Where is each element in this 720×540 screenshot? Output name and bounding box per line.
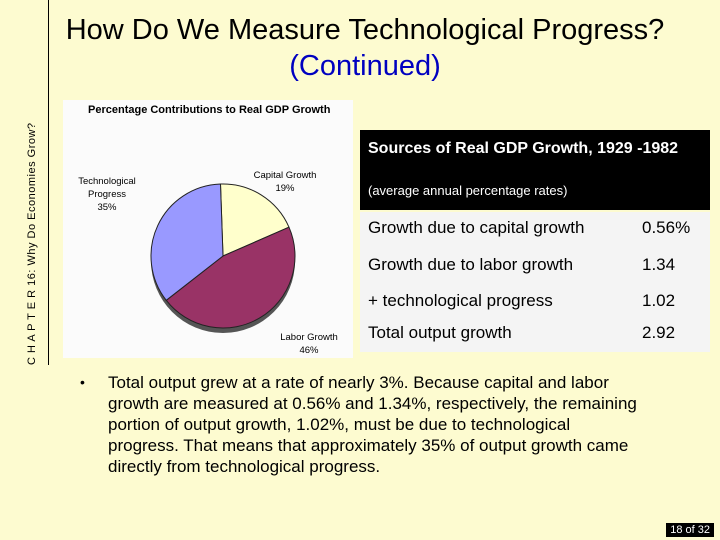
table-title: Sources of Real GDP Growth, 1929 -1982: [368, 140, 679, 157]
pie-chart: Percentage Contributions to Real GDP Gro…: [78, 104, 338, 356]
chapter-side-label: C H A P T E R 16: Why Do Economies Grow?: [26, 122, 38, 365]
pie-slice-technological-progress: [150, 183, 224, 302]
pie-chart-panel: Percentage Contributions to Real GDP Gro…: [63, 100, 353, 358]
page-number: 18 of 32: [666, 523, 714, 537]
row-value: 1.34: [642, 255, 676, 274]
slice-value-label: 46%: [299, 345, 319, 356]
chart-title: Percentage Contributions to Real GDP Gro…: [88, 104, 331, 116]
row-label: Growth due to labor growth: [368, 255, 574, 274]
title-continued: (Continued): [289, 50, 441, 82]
pie-slice-capital-growth: [219, 183, 290, 257]
row-value: 0.56%: [642, 218, 691, 237]
slide-title: How Do We Measure Technological Progress…: [50, 12, 680, 84]
bullet-text: Total output grew at a rate of nearly 3%…: [108, 373, 637, 476]
title-main: How Do We Measure Technological Progress…: [65, 14, 665, 46]
slice-label: Capital Growth: [254, 170, 317, 181]
growth-sources-table: Sources of Real GDP Growth, 1929 -1982 (…: [360, 130, 710, 352]
row-value: 2.92: [642, 323, 676, 342]
slice-value-label: 19%: [275, 183, 295, 194]
bullet-icon: •: [80, 374, 85, 390]
table-subtitle: (average annual percentage rates): [368, 183, 568, 198]
pie-slice-labor-growth: [165, 226, 296, 329]
table-header: Sources of Real GDP Growth, 1929 -1982 (…: [360, 130, 710, 210]
row-label: + technological progress: [368, 291, 553, 310]
slice-value-label: 35%: [97, 202, 117, 213]
side-divider: [48, 0, 49, 365]
row-value: 1.02: [642, 291, 676, 310]
explanation-bullet: • Total output grew at a rate of nearly …: [80, 372, 640, 477]
row-label: Total output growth: [368, 323, 512, 342]
table-body: Growth due to capital growth 0.56% Growt…: [360, 212, 710, 352]
slice-label: Technological Progress: [78, 176, 136, 200]
slice-label: Labor Growth: [280, 332, 338, 343]
row-label: Growth due to capital growth: [368, 218, 585, 237]
